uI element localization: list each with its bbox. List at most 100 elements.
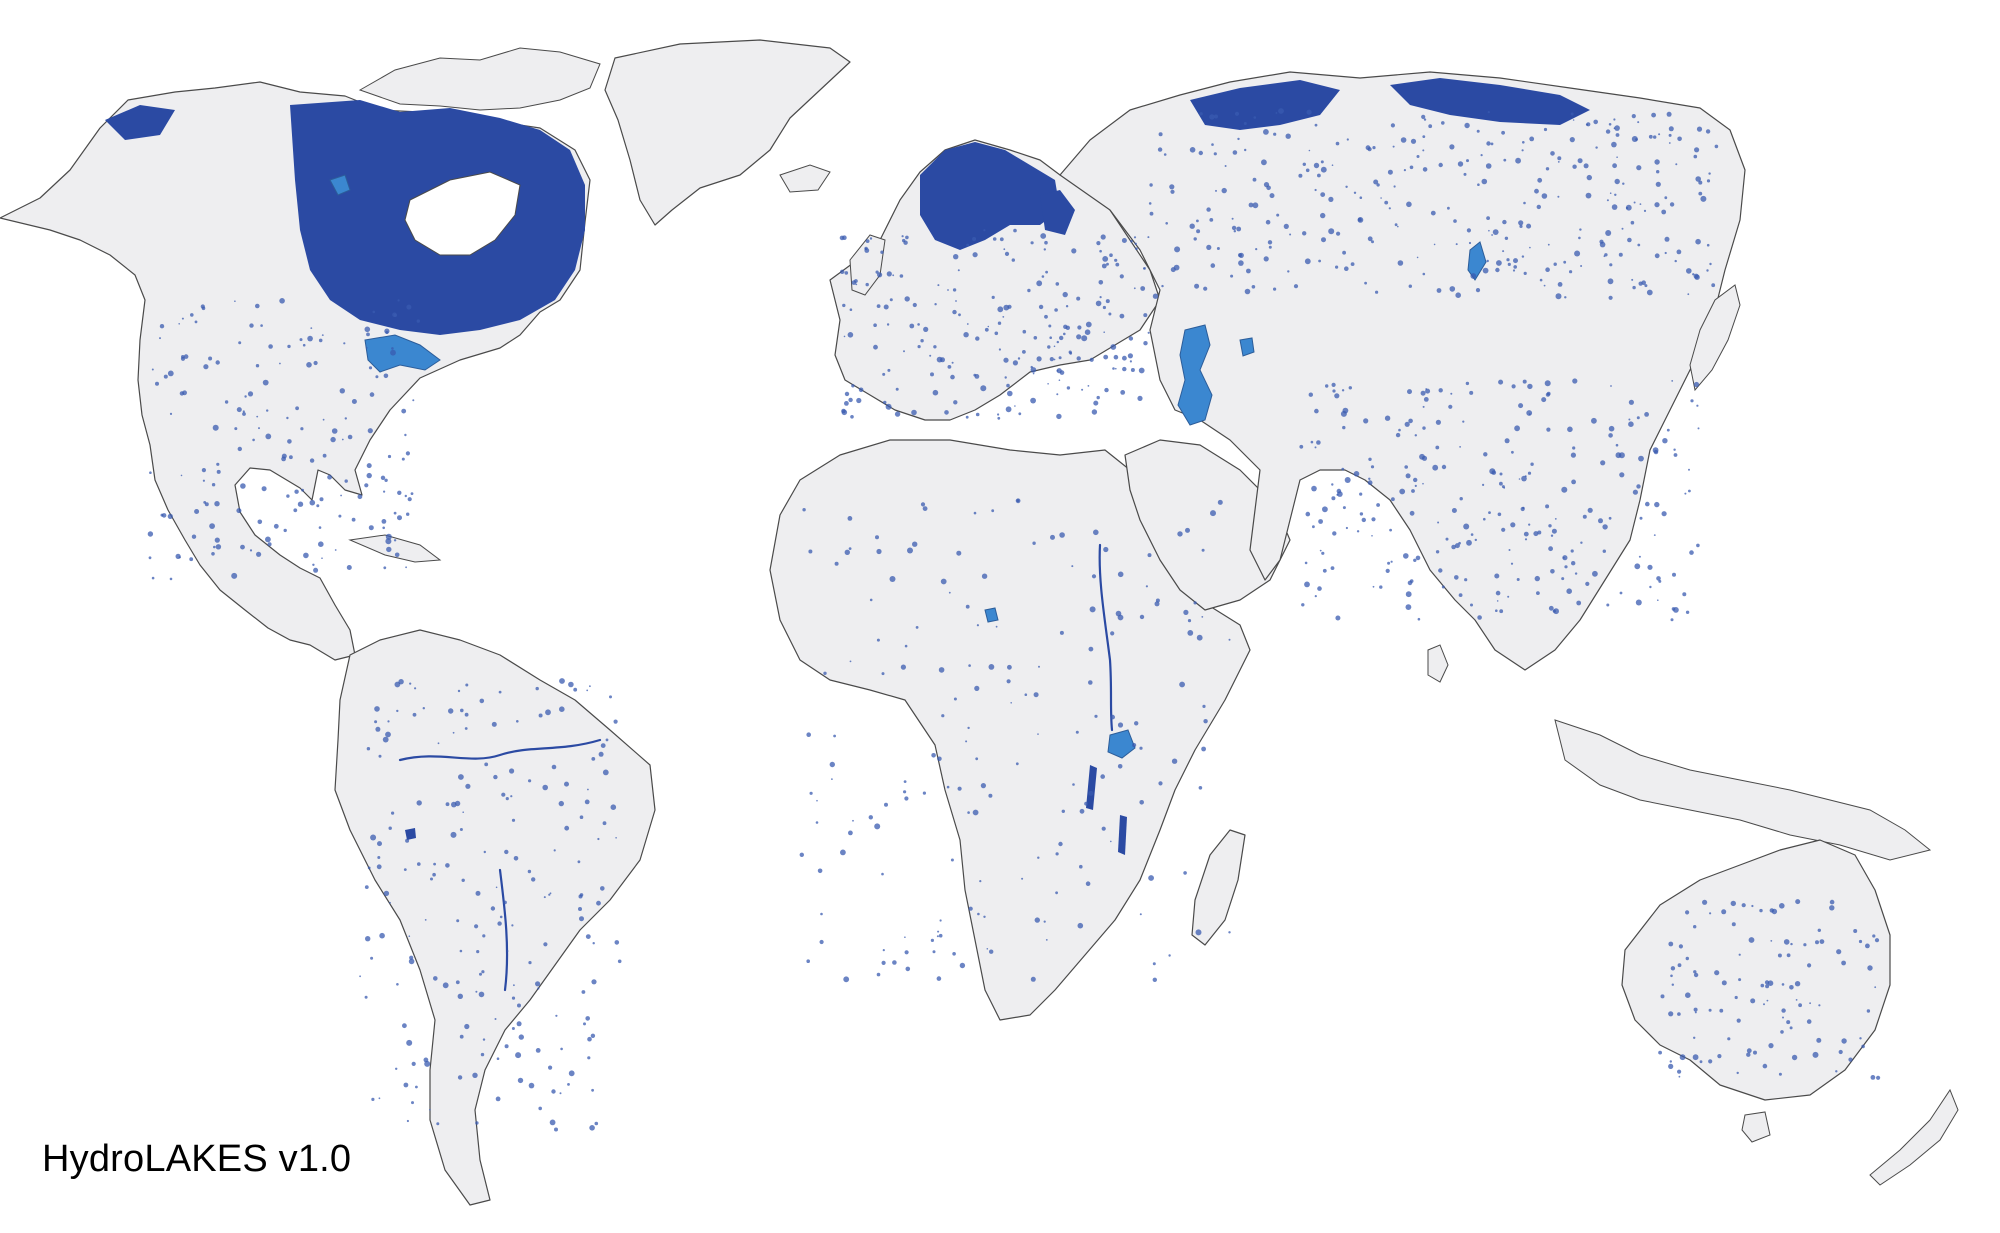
small-lake-speck xyxy=(1678,944,1683,949)
small-lake-speck xyxy=(1395,432,1401,438)
small-lake-speck xyxy=(266,409,269,412)
small-lake-speck xyxy=(605,738,609,742)
small-lake-speck xyxy=(972,237,977,241)
small-lake-speck xyxy=(976,624,980,627)
small-lake-speck xyxy=(1459,446,1461,448)
small-lake-speck xyxy=(1762,1063,1768,1069)
small-lake-speck xyxy=(1545,267,1550,273)
small-lake-speck xyxy=(1003,248,1006,251)
small-lake-speck xyxy=(1510,522,1516,528)
small-lake-speck xyxy=(1592,570,1598,577)
small-lake-speck xyxy=(1536,204,1542,210)
small-lake-speck xyxy=(1504,438,1510,444)
small-lake-speck xyxy=(1516,578,1520,581)
small-lake-speck xyxy=(1677,1012,1681,1016)
small-lake-speck xyxy=(1407,389,1412,395)
small-lake-speck xyxy=(437,742,440,745)
small-lake-speck xyxy=(1682,592,1687,597)
small-lake-speck xyxy=(382,736,389,743)
small-lake-speck xyxy=(922,506,928,511)
small-lake-speck xyxy=(1304,258,1311,265)
small-lake-speck xyxy=(1132,743,1137,748)
small-lake-speck xyxy=(1049,336,1052,340)
small-lake-speck xyxy=(809,791,813,795)
small-lake-speck xyxy=(1345,526,1348,530)
small-lake-speck xyxy=(966,243,970,247)
small-lake-speck xyxy=(1353,191,1357,194)
small-lake-speck xyxy=(442,982,449,989)
small-lake-speck xyxy=(844,271,849,275)
small-lake-speck xyxy=(403,1082,409,1088)
small-lake-speck xyxy=(1194,283,1200,289)
small-lake-speck xyxy=(387,454,392,459)
small-lake-speck xyxy=(366,332,370,337)
small-lake-speck xyxy=(902,238,906,243)
small-lake-speck xyxy=(1539,278,1543,282)
small-lake-speck xyxy=(852,819,854,822)
small-lake-speck xyxy=(577,860,581,864)
small-lake-speck xyxy=(953,400,958,405)
small-lake-speck xyxy=(169,412,173,415)
small-lake-speck xyxy=(1371,535,1373,537)
small-lake-speck xyxy=(1094,714,1098,718)
small-lake-speck xyxy=(436,1122,440,1126)
small-lake-speck xyxy=(1305,168,1310,173)
small-lake-speck xyxy=(955,300,957,302)
small-lake-speck xyxy=(1411,489,1415,493)
small-lake-speck xyxy=(881,960,886,966)
small-lake-speck xyxy=(1265,219,1271,225)
small-lake-speck xyxy=(1654,202,1660,208)
small-lake-speck xyxy=(1414,434,1418,437)
small-lake-speck xyxy=(951,361,954,364)
small-lake-speck xyxy=(343,342,346,345)
small-lake-speck xyxy=(1203,286,1208,291)
small-lake-speck xyxy=(1675,163,1678,166)
small-lake-speck xyxy=(1149,183,1153,187)
small-lake-speck xyxy=(1548,605,1554,611)
small-lake-speck xyxy=(340,494,342,497)
small-lake-speck xyxy=(236,407,242,413)
small-lake-speck xyxy=(843,335,846,338)
small-lake-speck xyxy=(537,987,540,990)
small-lake-speck xyxy=(366,463,372,469)
small-lake-speck xyxy=(1032,372,1035,375)
small-lake-speck xyxy=(1299,444,1304,449)
small-lake-speck xyxy=(881,672,885,676)
small-lake-speck xyxy=(1668,126,1674,132)
small-lake-speck xyxy=(1065,305,1069,308)
small-lake-speck xyxy=(1488,511,1491,514)
small-lake-speck xyxy=(1108,312,1112,316)
small-lake-speck xyxy=(364,885,369,889)
small-lake-speck xyxy=(967,811,970,814)
small-lake-speck xyxy=(260,324,263,327)
small-lake-speck xyxy=(1687,293,1690,296)
small-lake-speck xyxy=(318,338,323,343)
small-lake-speck xyxy=(1551,528,1557,534)
small-lake-speck xyxy=(579,815,584,819)
small-lake-speck xyxy=(1571,479,1576,485)
small-lake-speck xyxy=(1050,534,1055,540)
small-lake-speck xyxy=(1564,296,1567,299)
small-lake-speck xyxy=(983,229,986,232)
small-lake-speck xyxy=(1198,150,1204,156)
small-lake-speck xyxy=(407,497,412,502)
small-lake-speck xyxy=(1455,292,1461,299)
small-lake-speck xyxy=(1521,475,1527,482)
small-lake-speck xyxy=(816,799,818,802)
small-lake-speck xyxy=(542,784,548,791)
small-lake-speck xyxy=(850,415,854,419)
small-lake-speck xyxy=(1322,568,1327,573)
small-lake-speck xyxy=(1504,236,1509,240)
small-lake-speck xyxy=(1789,985,1794,990)
small-lake-speck xyxy=(1615,133,1620,137)
small-lake-speck xyxy=(403,868,407,871)
small-lake-speck xyxy=(911,409,917,416)
small-lake-speck xyxy=(1007,390,1013,397)
small-lake-speck xyxy=(1004,251,1010,256)
small-lake-speck xyxy=(392,312,397,318)
small-lake-speck xyxy=(396,709,399,713)
small-lake-speck xyxy=(1320,192,1326,198)
small-lake-speck xyxy=(1580,265,1583,267)
small-lake-speck xyxy=(1422,426,1426,430)
small-lake-speck xyxy=(1170,189,1175,194)
